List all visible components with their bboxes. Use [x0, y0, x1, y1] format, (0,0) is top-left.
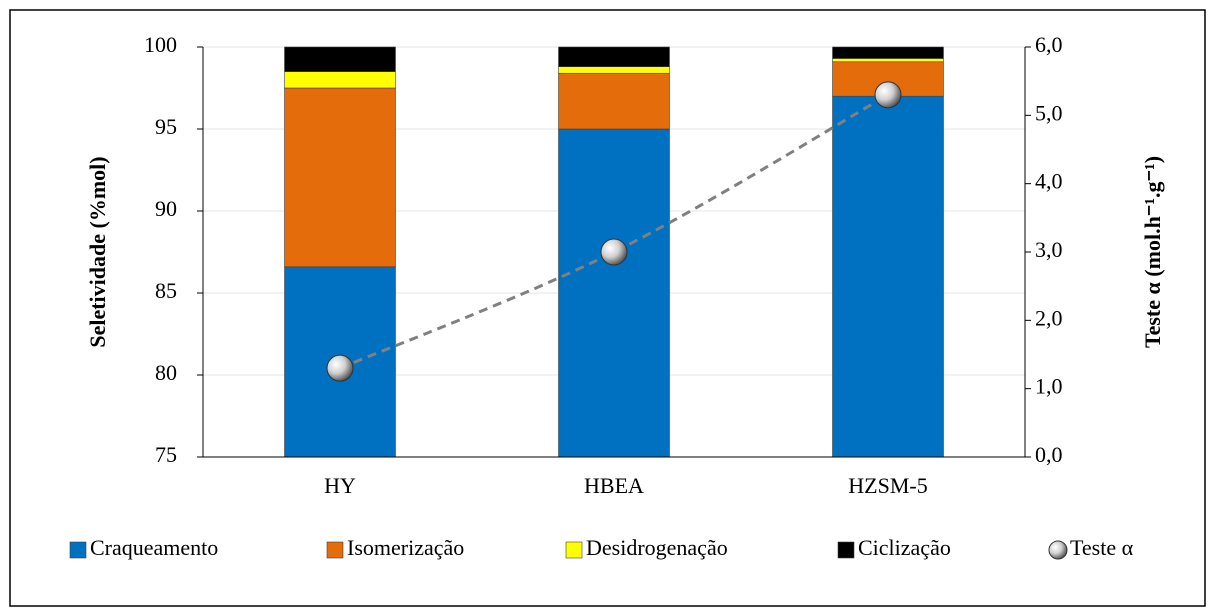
bar-segment — [284, 87, 396, 268]
legend-marker — [1048, 540, 1068, 560]
y-tick-label: 100 — [144, 32, 177, 57]
bar-segment — [558, 46, 670, 67]
y2-tick-label: 6,0 — [1035, 32, 1063, 57]
y-tick-label: 85 — [155, 278, 177, 303]
bar-segment — [558, 66, 670, 74]
y2-tick-label: 2,0 — [1035, 305, 1063, 330]
frame — [9, 9, 1206, 607]
y-axis-label: Seletividade (%mol) — [85, 156, 110, 347]
y2-tick-label: 3,0 — [1035, 237, 1063, 262]
y-tick-label: 75 — [155, 442, 177, 467]
line-marker — [600, 238, 628, 266]
bar-segment — [832, 58, 944, 63]
x-tick-label: HY — [324, 473, 356, 498]
y-tick-label: 80 — [155, 360, 177, 385]
legend-label: Isomerização — [347, 535, 464, 560]
y-tick-label: 95 — [155, 114, 177, 139]
line-marker — [326, 354, 354, 382]
bar-segment — [558, 128, 670, 458]
y2-tick-label: 1,0 — [1035, 374, 1063, 399]
legend-swatch — [69, 541, 87, 559]
y2-tick-label: 0,0 — [1035, 442, 1063, 467]
legend-label: Teste α — [1070, 535, 1134, 560]
legend-swatch — [565, 541, 583, 559]
bar-segment — [832, 46, 944, 59]
y2-tick-label: 4,0 — [1035, 169, 1063, 194]
line-marker — [874, 81, 902, 109]
legend-swatch — [326, 541, 344, 559]
y2-tick-label: 5,0 — [1035, 100, 1063, 125]
legend-label: Ciclização — [858, 535, 951, 560]
x-tick-label: HBEA — [584, 473, 644, 498]
bar-segment — [558, 72, 670, 130]
legend-label: Craqueamento — [90, 535, 218, 560]
y-tick-label: 90 — [155, 196, 177, 221]
bar-segment — [284, 71, 396, 89]
bar-segment — [832, 95, 944, 458]
y2-axis-label: Teste α (mol.h⁻¹.g⁻¹) — [1140, 156, 1165, 348]
bar-segment — [284, 46, 396, 72]
legend-label: Desidrogenação — [586, 535, 728, 560]
legend-swatch — [837, 541, 855, 559]
x-tick-label: HZSM-5 — [848, 473, 927, 498]
